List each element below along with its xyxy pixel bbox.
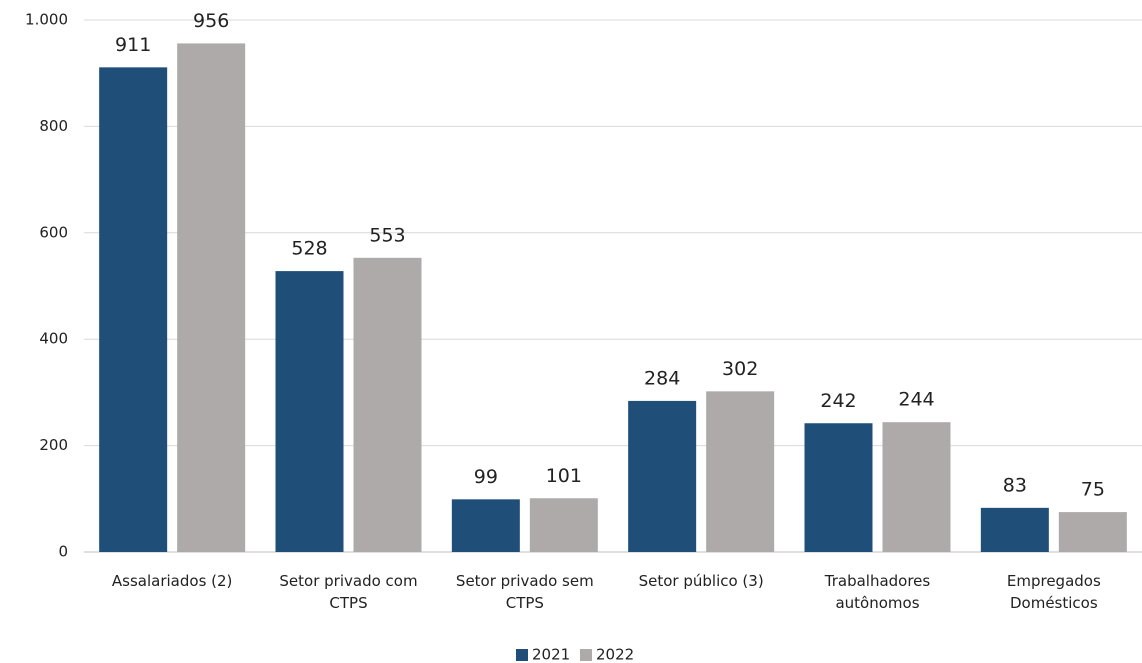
bar	[529, 498, 598, 552]
value-label: 242	[820, 390, 856, 412]
legend-label: 2022	[596, 646, 634, 663]
x-tick-label: Assalariados (2)	[111, 572, 233, 590]
value-label: 302	[722, 358, 758, 380]
x-tick-label: Trabalhadores autônomos	[824, 572, 931, 612]
value-label: 956	[193, 10, 229, 32]
y-tick-label: 400	[39, 330, 68, 348]
bar	[99, 67, 168, 553]
x-tick-label: Setor público (3)	[638, 572, 764, 590]
bar	[275, 271, 344, 552]
value-label: 284	[644, 367, 680, 389]
value-label: 83	[1003, 474, 1027, 496]
value-label: 528	[291, 238, 327, 260]
bar	[706, 391, 775, 552]
y-tick-label: 800	[39, 117, 68, 135]
value-label: 75	[1081, 479, 1105, 501]
value-label: 101	[546, 465, 582, 487]
x-tick-label: Setor privado sem CTPS	[455, 572, 594, 612]
legend-swatch	[580, 649, 592, 661]
bar	[451, 499, 520, 552]
value-label: 244	[898, 389, 934, 411]
bar	[980, 507, 1049, 552]
x-tick-label: Setor privado com CTPS	[279, 572, 418, 612]
bar	[804, 423, 873, 552]
value-label: 99	[474, 466, 498, 488]
value-label: 911	[115, 34, 151, 56]
bar	[177, 43, 246, 553]
legend-label: 2021	[532, 646, 570, 663]
y-tick-label: 600	[39, 223, 68, 241]
bar	[628, 400, 697, 552]
bar	[1058, 512, 1127, 552]
bar	[882, 422, 951, 552]
y-tick-label: 200	[39, 436, 68, 454]
y-tick-label: 1.000	[25, 11, 68, 29]
bar	[353, 257, 422, 552]
x-tick-label: Empregados Domésticos	[1006, 572, 1101, 612]
y-tick-label: 0	[58, 543, 68, 561]
value-label: 553	[369, 224, 405, 246]
legend-swatch	[516, 649, 528, 661]
